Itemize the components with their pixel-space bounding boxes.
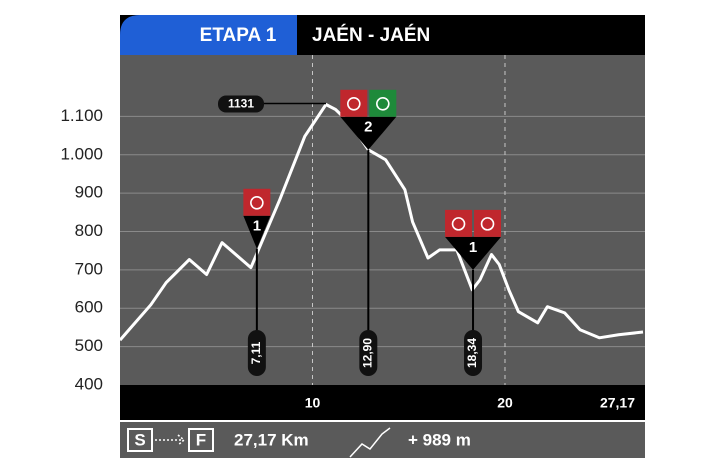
km-pill <box>247 330 266 376</box>
marker-number: 1 <box>253 218 261 235</box>
y-tick-label: 1.000 <box>60 144 103 163</box>
marker-icon-box <box>474 209 502 237</box>
arrow <box>155 434 186 446</box>
marker-icon-box <box>340 89 368 117</box>
peak-label: 1131 <box>228 97 254 111</box>
y-tick-label: 1.100 <box>60 106 103 125</box>
marker-icon <box>347 96 361 111</box>
marker-number: 1 <box>469 239 477 256</box>
marker-icon <box>376 96 390 111</box>
y-tick-label: 800 <box>75 221 103 240</box>
x-axis-bar <box>120 385 645 420</box>
distance: 27,17 Km <box>234 430 309 449</box>
start-label: S <box>134 430 145 449</box>
y-tick-label: 600 <box>75 298 103 317</box>
km-label: 12,90 <box>360 338 374 368</box>
km-label: 7,11 <box>249 341 263 364</box>
finish-label: F <box>196 430 206 449</box>
y-tick-label: 700 <box>75 259 103 278</box>
peak-pill <box>218 95 264 113</box>
marker-pointer <box>340 116 397 150</box>
y-tick-label: 500 <box>75 336 103 355</box>
stage-route: JAÉN - JAÉN <box>312 24 430 46</box>
km-pill <box>464 330 483 376</box>
marker-icon <box>480 217 495 231</box>
marker-pointer <box>243 215 271 249</box>
climb: + 989 m <box>408 430 471 449</box>
marker-icon <box>250 195 264 210</box>
marker-icon-box <box>445 209 473 237</box>
finish-box <box>188 428 214 452</box>
marker-number: 2 <box>364 119 372 136</box>
x-tick-label: 27,17 <box>600 395 635 411</box>
y-tick-label: 900 <box>75 183 103 202</box>
marker-icon-box <box>243 188 271 216</box>
stage-tab <box>120 15 297 55</box>
km-label: 18,34 <box>465 338 479 368</box>
climb-icon <box>349 427 391 458</box>
profile-line <box>118 103 644 342</box>
y-tick-label: 400 <box>75 374 103 393</box>
start-box <box>127 428 153 452</box>
marker-icon-box <box>369 89 397 117</box>
km-pill <box>359 330 378 376</box>
stage-title: ETAPA 1 <box>200 25 277 46</box>
marker-icon <box>451 217 466 231</box>
x-tick-label: 10 <box>305 395 321 411</box>
x-tick-label: 20 <box>497 395 513 411</box>
marker-pointer <box>445 236 502 270</box>
